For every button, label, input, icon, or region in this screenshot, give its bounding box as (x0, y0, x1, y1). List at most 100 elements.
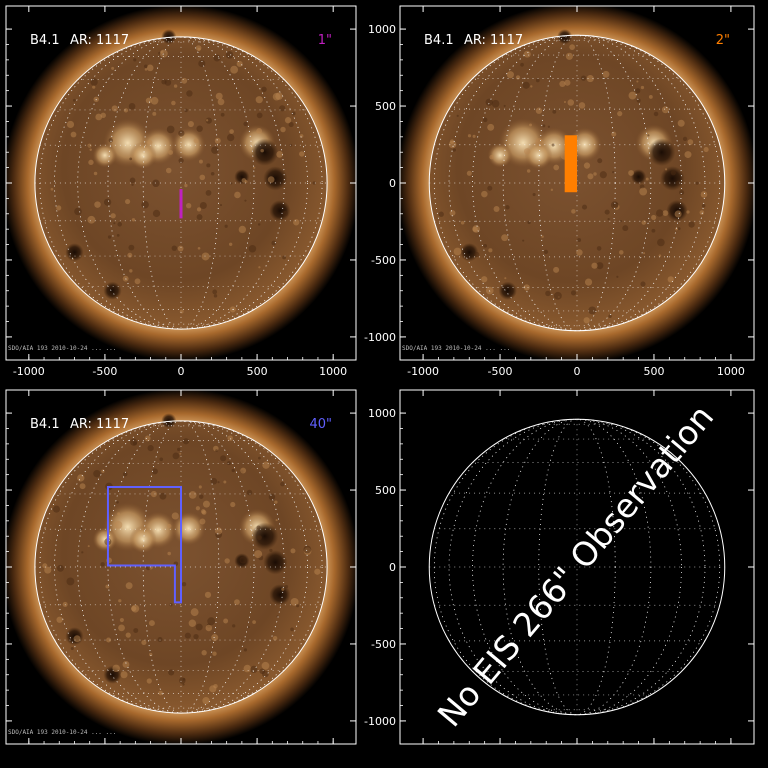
disk-texture (244, 199, 247, 202)
disk-texture (144, 435, 151, 442)
instrument-stamp: SDO/AIA 193 2010-10-24 ... ... (8, 345, 116, 352)
disk-texture (223, 618, 229, 624)
x-tick-label: -500 (92, 365, 117, 378)
disk-texture (532, 192, 536, 197)
disk-texture (682, 136, 688, 142)
disk-texture (56, 616, 63, 623)
disk-texture (299, 151, 305, 157)
disk-texture (563, 100, 567, 104)
x-tick-label: 0 (178, 365, 185, 378)
disk-texture (74, 207, 82, 216)
disk-texture (66, 120, 75, 129)
disk-texture (282, 255, 287, 260)
disk-texture (608, 314, 612, 318)
disk-texture (201, 650, 207, 656)
disk-texture (70, 646, 74, 651)
disk-texture (583, 162, 591, 169)
disk-texture (256, 128, 263, 134)
panel-p4: 1000 500 0 -500 -1000 No EIS 266" Observation (364, 389, 755, 745)
solar-limb-circle (428, 418, 726, 716)
longitude-line (538, 418, 616, 716)
disk-texture (662, 210, 669, 217)
disk-texture (113, 222, 116, 225)
disk-texture (133, 628, 139, 634)
disk-texture (641, 220, 647, 225)
disk-texture (505, 205, 510, 210)
disk-texture (280, 481, 285, 487)
disk-texture (133, 441, 137, 446)
disk-texture (197, 246, 201, 250)
disk-texture (128, 103, 136, 110)
disk-texture (149, 652, 153, 657)
disk-texture (466, 170, 472, 176)
disk-texture (571, 209, 576, 214)
disk-texture (248, 244, 257, 253)
disk-texture (236, 60, 243, 67)
disk-texture (94, 201, 101, 208)
solar-limb-circle (34, 420, 328, 714)
disk-texture (148, 620, 155, 627)
disk-texture (515, 75, 521, 80)
disk-texture (110, 213, 116, 219)
disk-texture (205, 117, 212, 124)
disk-texture (202, 697, 210, 705)
disk-texture (160, 50, 164, 54)
disk-texture (483, 243, 488, 248)
disk-texture (583, 317, 590, 324)
eis-raster-fov (106, 485, 182, 604)
disk-texture (217, 481, 220, 484)
disk-texture (87, 143, 92, 148)
disk-texture (645, 177, 649, 181)
disk-texture (651, 228, 656, 233)
disk-texture (543, 249, 549, 255)
disk-texture (166, 125, 175, 134)
disk-texture (456, 114, 459, 117)
disk-texture (168, 669, 175, 676)
disk-texture (551, 143, 555, 147)
disk-texture (159, 492, 167, 500)
disk-texture (116, 234, 120, 237)
coronal-hole (498, 281, 517, 300)
disk-texture (570, 290, 577, 296)
disk-texture (256, 535, 262, 541)
disk-texture (229, 129, 234, 134)
disk-texture (131, 604, 140, 613)
disk-texture (256, 112, 263, 119)
disk-texture (261, 86, 267, 93)
disk-texture (131, 218, 136, 222)
disk-texture (168, 150, 174, 155)
disk-texture (101, 469, 105, 473)
disk-texture (116, 500, 119, 504)
disk-texture (250, 665, 258, 673)
flare-class-label: B4.1 (30, 417, 60, 432)
disk-texture (81, 551, 84, 554)
disk-texture (185, 203, 192, 209)
disk-texture (472, 225, 481, 233)
panel-image-area (6, 390, 356, 744)
disk-texture (206, 163, 211, 168)
disk-texture (640, 281, 646, 287)
disk-texture (201, 252, 210, 261)
disk-texture (120, 671, 128, 679)
disk-texture (190, 608, 199, 617)
disk-texture (87, 545, 90, 548)
disk-texture (134, 278, 141, 285)
disk-texture (207, 617, 216, 626)
disk-texture (150, 490, 158, 498)
active-region-brightening (171, 127, 206, 162)
y-tick-label: 0 (389, 561, 396, 574)
disk-texture (284, 584, 289, 589)
active-region-brightening (92, 527, 118, 552)
longitude-line (54, 36, 308, 330)
disk-texture (482, 117, 488, 123)
disk-texture (111, 66, 115, 70)
disk-texture (179, 309, 184, 314)
disk-texture (195, 506, 201, 511)
y-tick-label: -500 (371, 638, 396, 651)
disk-texture (215, 92, 223, 100)
disk-texture (674, 210, 682, 218)
disk-texture (196, 214, 203, 220)
disk-texture (107, 235, 112, 239)
disk-texture (503, 104, 506, 107)
disk-texture (314, 568, 321, 575)
